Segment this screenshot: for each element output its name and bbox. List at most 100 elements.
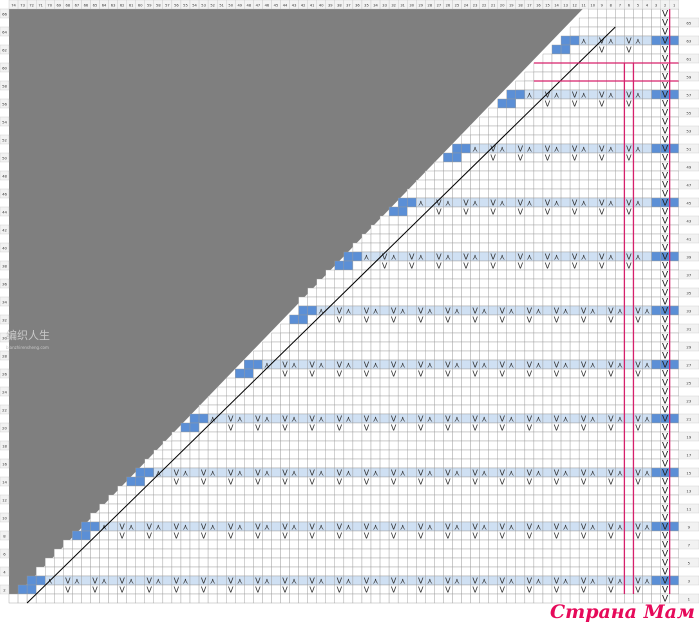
chart-cell [434,287,444,298]
chart-cell [280,512,290,523]
stitch-symbol: ⋏ [427,577,433,586]
stitch-symbol: V [364,370,370,379]
chart-cell [606,53,616,64]
chart-cell [334,485,345,496]
chart-cell [72,530,82,541]
chart-cell [461,233,471,244]
chart-cell [280,323,290,334]
chart-cell [407,197,417,208]
edge-symbol: V [662,181,669,191]
stitch-symbol: ⋏ [210,523,216,532]
chart-cell [551,134,562,145]
chart-cell [379,449,390,460]
chart-cell [642,332,652,343]
chart-cell [434,548,444,559]
chart-cell [669,422,679,433]
row-header-cell [0,422,10,433]
chart-cell [407,548,417,559]
row-header-cell [0,80,10,91]
chart-cell [425,494,435,505]
chart-cell [488,530,498,541]
chart-cell [153,566,164,577]
chart-cell [588,323,598,334]
chart-cell [416,278,426,289]
chart-cell [615,314,625,325]
chart-cell [597,170,607,181]
stitch-symbol: V [364,586,370,595]
chart-cell [615,350,625,361]
chart-cell [551,107,562,118]
chart-cell [153,584,164,595]
chart-cell [379,413,390,424]
chart-cell [162,512,173,523]
chart-cell [615,548,625,559]
chart-cell [352,593,363,604]
chart-cell [669,539,679,550]
edge-symbol: V [662,289,669,299]
chart-cell [452,323,462,334]
chart-cell [615,422,625,433]
stitch-symbol: V [309,415,315,424]
stitch-symbol: V [635,415,641,424]
column-label: 30 [409,4,414,8]
chart-cell [162,548,173,559]
chart-cell [343,269,354,280]
chart-cell [515,377,526,388]
row-header-cell [0,350,10,361]
chart-cell [443,278,453,289]
chart-cell [578,134,589,145]
chart-cell [597,269,607,280]
chart-cell [497,287,507,298]
chart-cell [506,197,517,208]
chart-cell [461,152,471,163]
chart-cell [298,413,308,424]
chart-cell [180,539,191,550]
chart-cell [63,548,73,559]
chart-cell [551,485,562,496]
stitch-symbol: V [545,100,551,109]
chart-cell [343,260,354,271]
chart-cell [479,179,489,190]
chart-cell [216,386,227,397]
chart-cell [452,476,462,487]
chart-cell [533,287,544,298]
chart-cell [461,593,471,604]
chart-cell [551,449,562,460]
chart-cell [524,116,535,127]
chart-cell [235,449,245,460]
chart-cell [606,566,616,577]
chart-cell [533,224,544,235]
chart-cell [280,539,290,550]
column-label: 62 [120,4,125,8]
chart-cell [407,350,417,361]
stitch-symbol: V [147,577,153,586]
chart-cell [488,242,498,253]
chart-cell [461,314,471,325]
chart-cell [162,521,173,532]
chart-cell [397,476,408,487]
chart-cell [262,386,272,397]
chart-cell [624,539,634,550]
chart-cell [397,350,408,361]
stitch-symbol: ⋏ [155,523,161,532]
chart-cell [280,485,290,496]
chart-cell [271,467,281,478]
chart-cell [533,143,544,154]
row-label-right: 25 [686,381,691,386]
row-label-left: 20 [2,426,7,431]
chart-cell [225,557,236,568]
edge-symbol: V [662,91,669,101]
chart-cell [560,251,571,262]
chart-cell [506,332,517,343]
chart-cell [479,566,489,577]
chart-cell [235,422,245,433]
chart-cell [633,548,643,559]
chart-cell [271,449,281,460]
stitch-symbol: V [499,577,505,586]
chart-cell [470,332,480,343]
chart-cell [542,305,553,316]
chart-cell [669,26,679,37]
chart-cell [452,260,462,271]
chart-cell [560,476,571,487]
chart-cell [542,440,553,451]
